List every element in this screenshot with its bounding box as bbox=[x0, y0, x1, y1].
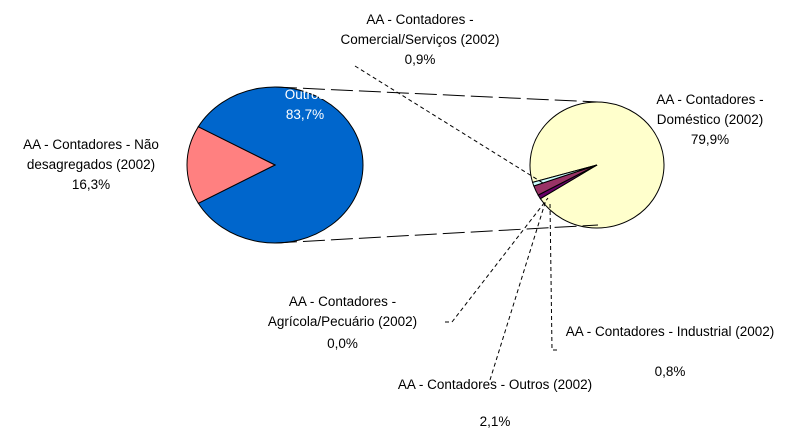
connector-line bbox=[274, 86, 599, 103]
value-label: 0,0% bbox=[327, 336, 358, 351]
value-label: 0,8% bbox=[654, 364, 686, 379]
leader-line bbox=[445, 197, 549, 323]
value-label: 83,7% bbox=[285, 107, 325, 122]
value-label: 0,9% bbox=[404, 52, 436, 67]
leader-line bbox=[489, 199, 547, 381]
label: AA - Contadores - Industrial (2002) bbox=[565, 324, 775, 339]
value-label: 2,1% bbox=[479, 414, 511, 429]
pie-slice bbox=[531, 164, 598, 187]
label: AA - Contadores - Não desagregados (2002… bbox=[23, 137, 159, 172]
value-label: 16,3% bbox=[71, 177, 111, 192]
leader-line bbox=[354, 65, 544, 184]
connector-line bbox=[274, 224, 599, 244]
label: AA - Contadores - Comercial/Serviços (20… bbox=[340, 12, 500, 47]
connectors bbox=[274, 65, 599, 381]
leader-line bbox=[549, 202, 557, 351]
pie-slice bbox=[529, 101, 665, 229]
pie-slice bbox=[197, 86, 364, 244]
label: AA - Contadores - Doméstico (2002) bbox=[656, 92, 764, 127]
value-label: 79,9% bbox=[690, 132, 730, 147]
label: Outros bbox=[284, 87, 326, 102]
label: AA - Contadores - Agrícola/Pecuário (200… bbox=[267, 294, 418, 329]
label: AA - Contadores - Outros (2002) bbox=[397, 377, 593, 392]
pie-slice bbox=[186, 126, 277, 204]
